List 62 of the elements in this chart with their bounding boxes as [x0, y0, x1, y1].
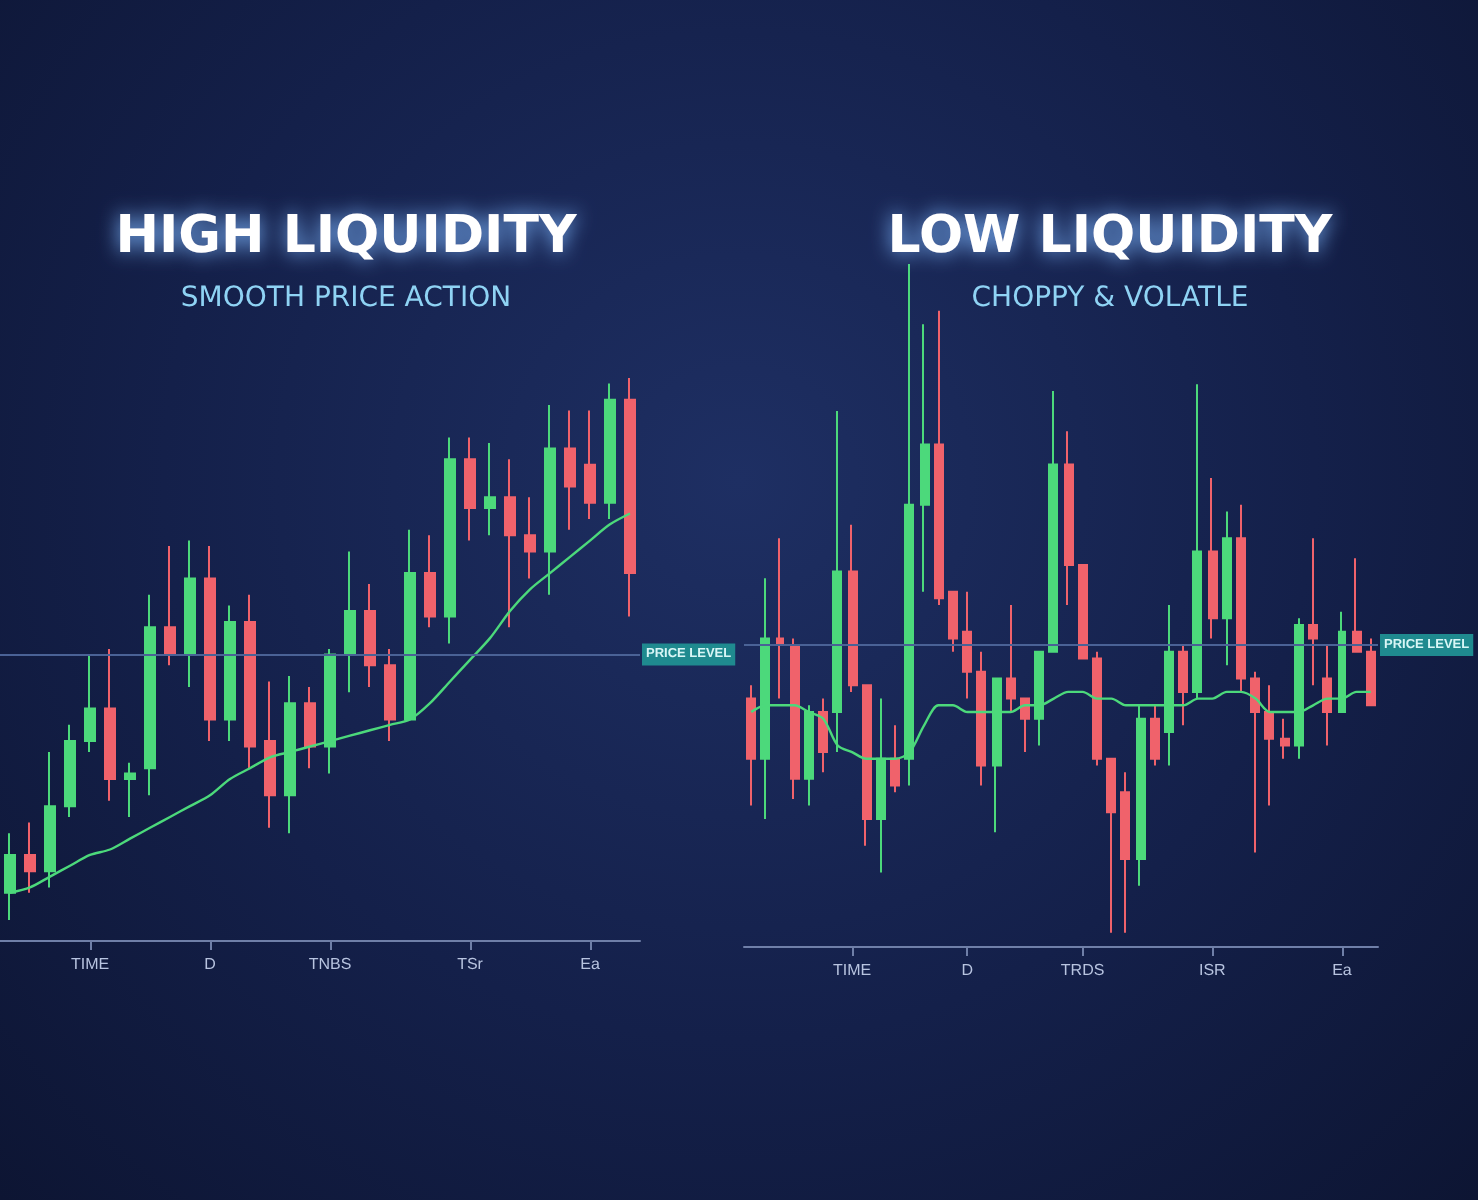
x-tick-label: TNBS	[308, 955, 352, 973]
candlestick	[484, 442, 496, 537]
candlestick	[1178, 644, 1188, 727]
candlestick	[604, 382, 616, 520]
x-tick-label: Ea	[1332, 961, 1353, 979]
candlestick	[244, 593, 256, 770]
candlestick	[204, 545, 216, 743]
candlestick	[464, 436, 476, 542]
candlestick	[44, 750, 56, 889]
x-tick-label: TSr	[457, 955, 484, 973]
candlestick	[862, 684, 872, 847]
candlestick	[184, 539, 196, 688]
candlestick	[776, 537, 784, 700]
candlestick	[104, 647, 116, 802]
chart-title: LOW LIQUIDITY	[887, 206, 1335, 266]
candlestick	[64, 723, 76, 818]
candlestick	[524, 496, 536, 580]
candlestick	[344, 550, 356, 694]
candlestick	[920, 323, 930, 593]
x-tick-label: D	[961, 961, 974, 979]
candlestick	[1106, 757, 1116, 934]
x-tick-label: D	[204, 955, 217, 973]
candlestick	[284, 675, 296, 835]
text: CHOPPY & VOLATLE	[971, 282, 1249, 314]
candlestick	[424, 534, 436, 629]
candlestick	[1020, 697, 1030, 754]
candlestick	[164, 545, 176, 667]
candlestick	[848, 523, 858, 693]
candlestick	[84, 653, 96, 753]
candlestick	[304, 685, 316, 770]
candlestick	[384, 647, 396, 743]
candlestick	[264, 680, 276, 829]
candlestick	[564, 409, 576, 531]
chart-title: HIGH LIQUIDITY	[115, 206, 579, 266]
candlestick	[144, 593, 156, 797]
candlestick	[124, 761, 136, 818]
candlestick	[1078, 563, 1088, 660]
x-tick-label: TIME	[832, 961, 872, 979]
candlestick	[1308, 537, 1318, 687]
x-tick-label: TRDS	[1060, 961, 1105, 979]
candlestick	[1208, 476, 1218, 640]
candlestick	[1222, 510, 1232, 667]
candlestick	[1064, 430, 1074, 606]
chart-subtitle: SMOOTH PRICE ACTION	[180, 282, 512, 314]
candlestick	[324, 647, 336, 775]
candlestick	[224, 604, 236, 743]
candlestick	[364, 582, 376, 688]
candlestick	[1048, 390, 1058, 653]
candlestick	[1366, 637, 1376, 707]
candlestick	[24, 821, 36, 894]
candlestick	[948, 590, 958, 653]
candlestick	[624, 377, 636, 618]
candlestick	[504, 458, 516, 629]
x-tick-label: TIME	[70, 955, 110, 973]
x-tick-label: Ea	[580, 955, 601, 973]
candlestick	[1280, 717, 1290, 760]
candlestick	[404, 528, 416, 721]
candlestick	[584, 409, 596, 520]
candlestick	[1352, 557, 1362, 653]
candlestick	[444, 436, 456, 645]
candlestick	[790, 637, 800, 800]
x-tick-label: ISR	[1198, 961, 1227, 979]
